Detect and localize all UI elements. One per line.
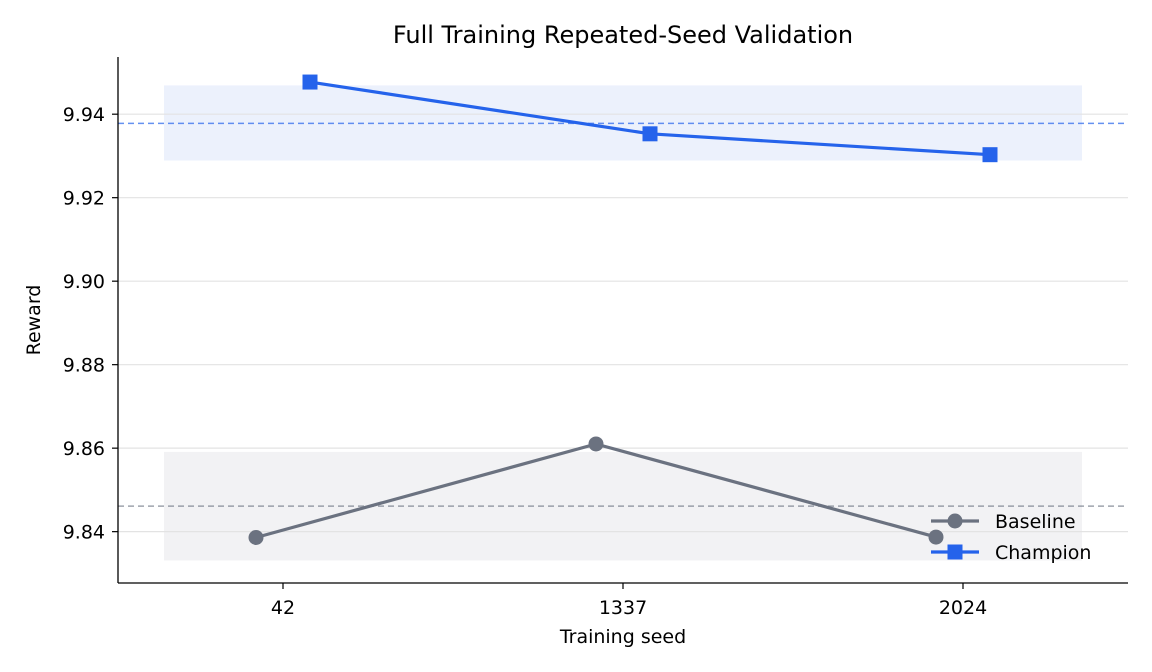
x-axis-label: Training seed xyxy=(559,626,686,648)
baseline-point xyxy=(248,529,264,545)
legend: Baseline Champion xyxy=(931,511,1091,564)
y-ticks: 9.84 9.86 9.88 9.90 9.92 9.94 xyxy=(63,104,118,544)
y-tick-label: 9.86 xyxy=(63,438,105,460)
baseline-point xyxy=(588,436,604,452)
chart-title: Full Training Repeated-Seed Validation xyxy=(393,21,853,49)
champion-point xyxy=(982,147,998,163)
x-tick-label: 42 xyxy=(271,597,295,619)
y-tick-label: 9.94 xyxy=(63,104,105,126)
legend-baseline-marker xyxy=(947,513,963,529)
y-tick-label: 9.84 xyxy=(63,522,105,544)
y-axis-label: Reward xyxy=(23,285,45,356)
legend-champion-marker xyxy=(947,544,963,560)
y-tick-label: 9.92 xyxy=(63,188,105,210)
x-tick-label: 1337 xyxy=(599,597,647,619)
mean-lines xyxy=(118,122,1128,507)
confidence-bands xyxy=(164,85,1082,561)
baseline-point xyxy=(928,529,944,545)
series-layer xyxy=(248,74,998,545)
y-tick-label: 9.90 xyxy=(63,271,105,293)
y-tick-label: 9.88 xyxy=(63,355,105,377)
legend-champion-label: Champion xyxy=(995,542,1091,564)
grid-lines xyxy=(118,113,1128,533)
legend-baseline-label: Baseline xyxy=(995,511,1076,533)
x-tick-label: 2024 xyxy=(939,597,987,619)
champion-point xyxy=(642,126,658,142)
x-ticks: 42 1337 2024 xyxy=(271,583,987,619)
champion-point xyxy=(302,74,318,90)
